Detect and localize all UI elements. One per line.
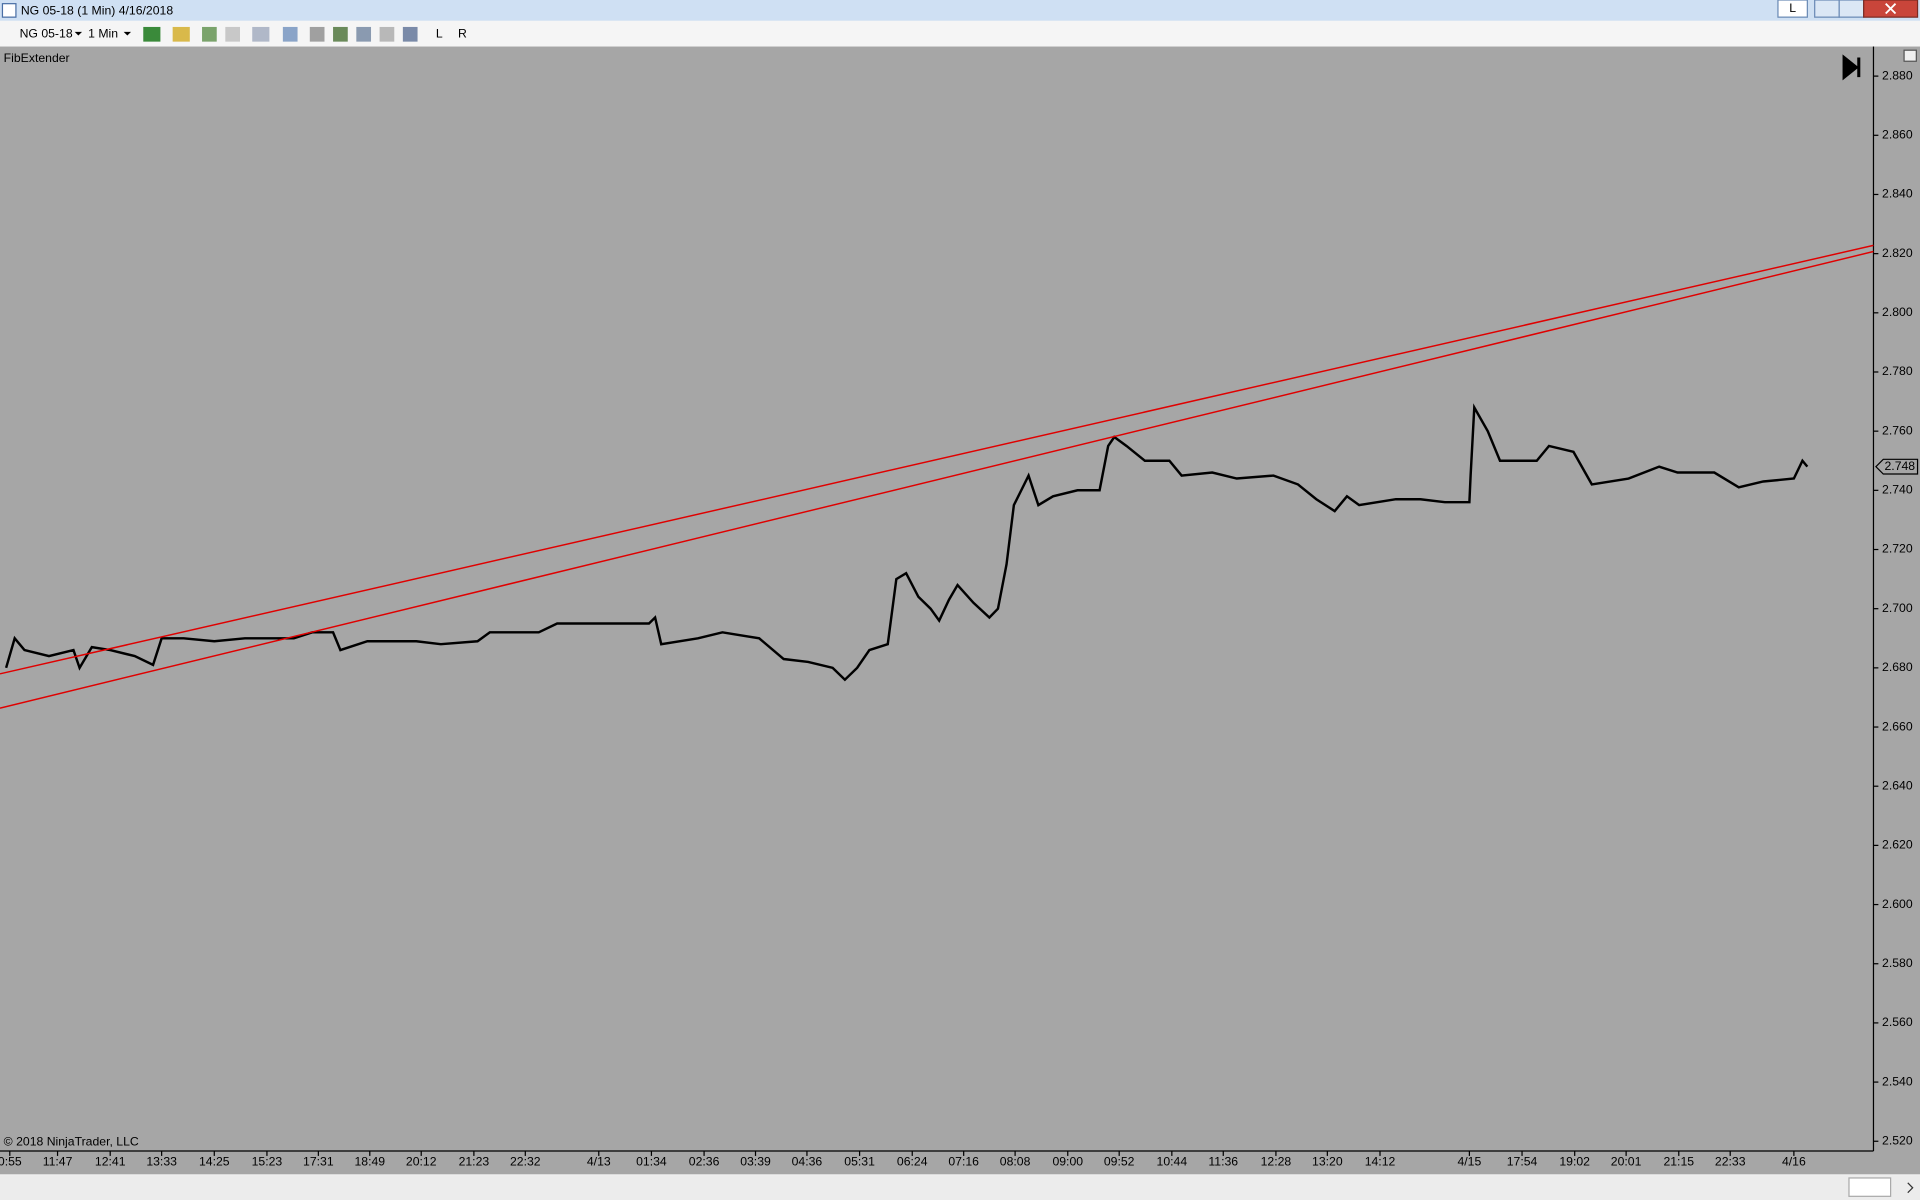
x-tick-label: 03:39 <box>740 1154 771 1168</box>
title-bar <box>0 0 1920 21</box>
y-tick-label: 2.560 <box>1882 1015 1913 1029</box>
y-tick-label: 2.520 <box>1882 1133 1913 1147</box>
chart-area <box>0 46 1920 1175</box>
toolbar-button[interactable]: R <box>458 27 467 41</box>
indicators-button[interactable] <box>333 26 348 42</box>
x-tick-label: 20:01 <box>1611 1154 1642 1168</box>
remove-drawing-button[interactable] <box>225 26 240 42</box>
window-title: NG 05-18 (1 Min) 4/16/2018 <box>21 3 174 17</box>
window-button[interactable] <box>1777 0 1808 18</box>
x-tick-label: 02:36 <box>689 1154 720 1168</box>
x-tick-label: 12:28 <box>1261 1154 1292 1168</box>
x-tick-label: 11:47 <box>43 1154 73 1168</box>
zoom-button[interactable] <box>282 26 298 42</box>
x-tick-label: 4/16 <box>1782 1154 1806 1168</box>
x-tick-label: 01:34 <box>636 1154 667 1168</box>
x-tick-label: 22:33 <box>1715 1154 1746 1168</box>
y-tick-label: 2.860 <box>1882 128 1913 142</box>
app-icon <box>1 3 17 18</box>
window-button-label: L <box>1789 1 1796 15</box>
x-tick-label: 08:08 <box>1000 1154 1031 1168</box>
close-icon <box>1885 3 1897 15</box>
x-tick-label: 20:12 <box>406 1154 437 1168</box>
interval-selector[interactable]: 1 Min <box>88 27 118 41</box>
y-tick-label: 2.840 <box>1882 187 1913 201</box>
drawing-tool-button[interactable] <box>172 26 190 42</box>
x-tick-label: 21:23 <box>459 1154 490 1168</box>
y-tick-label: 2.600 <box>1882 897 1913 911</box>
x-tick-label: 09:52 <box>1104 1154 1135 1168</box>
draw-button[interactable] <box>202 26 217 42</box>
x-tick-label: 13:33 <box>146 1154 177 1168</box>
x-tick-label: 17:54 <box>1507 1154 1538 1168</box>
toolbar-button[interactable]: L <box>436 27 443 41</box>
template-button[interactable] <box>402 26 418 42</box>
x-tick-label: 09:00 <box>1052 1154 1083 1168</box>
x-tick-label: 05:31 <box>844 1154 875 1168</box>
minimize[interactable] <box>1814 0 1840 18</box>
x-tick-label: 0:55 <box>0 1154 22 1168</box>
cursor-button[interactable] <box>252 26 270 42</box>
strategies-button[interactable] <box>356 26 372 42</box>
x-tick-label: 04:36 <box>792 1154 823 1168</box>
y-tick-label: 2.640 <box>1882 778 1913 792</box>
y-tick-label: 2.540 <box>1882 1074 1913 1088</box>
y-tick-label: 2.720 <box>1882 542 1913 556</box>
chart-style-button[interactable] <box>143 26 161 42</box>
x-tick-label: 14:12 <box>1365 1154 1396 1168</box>
dropdown-arrow <box>74 31 83 36</box>
scroll-arrow[interactable] <box>1907 1182 1914 1194</box>
trend-line <box>0 244 1874 675</box>
x-tick-label: 17:31 <box>303 1154 334 1168</box>
y-tick-label: 2.660 <box>1882 719 1913 733</box>
x-tick-label: 4/13 <box>587 1154 611 1168</box>
x-tick-label: 06:24 <box>897 1154 928 1168</box>
properties-button[interactable] <box>309 26 325 42</box>
x-tick-label: 21:15 <box>1663 1154 1694 1168</box>
scrollbar <box>0 1175 1920 1200</box>
y-tick-label: 2.820 <box>1882 246 1913 260</box>
instrument-selector[interactable]: NG 05-18 <box>20 27 73 41</box>
y-tick-label: 2.740 <box>1882 483 1913 497</box>
indicator-label: FibExtender <box>4 51 70 65</box>
data-box-button[interactable] <box>379 26 395 42</box>
trend-line <box>0 250 1874 709</box>
y-tick-label: 2.680 <box>1882 660 1913 674</box>
x-tick-label: 4/15 <box>1457 1154 1481 1168</box>
plot: 2.520 2.540 2.560 2.580 2.600 2.620 2.640 2.660… <box>0 68 1919 1168</box>
y-tick-label: 2.620 <box>1882 838 1913 852</box>
x-tick-label: 12:41 <box>95 1154 126 1168</box>
axis-menu-button[interactable] <box>1903 49 1917 62</box>
scroll-to-end-button[interactable] <box>1842 54 1861 81</box>
x-tick-label: 13:20 <box>1312 1154 1343 1168</box>
copyright: © 2018 NinjaTrader, LLC <box>4 1135 139 1149</box>
x-tick-label: 11:36 <box>1208 1154 1238 1168</box>
x-tick-label: 19:02 <box>1559 1154 1590 1168</box>
y-tick-label: 2.780 <box>1882 364 1913 378</box>
y-tick-label: 2.800 <box>1882 305 1913 319</box>
last-price-label: 2.748 <box>1884 459 1915 473</box>
x-tick-label: 18:49 <box>354 1154 385 1168</box>
dropdown-arrow <box>123 31 132 36</box>
scroll-thumb[interactable] <box>1848 1177 1892 1197</box>
x-tick-label: 14:25 <box>199 1154 230 1168</box>
x-tick-label: 22:32 <box>510 1154 541 1168</box>
x-tick-label: 15:23 <box>252 1154 283 1168</box>
x-tick-label: 07:16 <box>948 1154 979 1168</box>
x-tick-label: 10:44 <box>1157 1154 1188 1168</box>
y-tick-label: 2.760 <box>1882 423 1913 437</box>
y-tick-label: 2.880 <box>1882 68 1913 82</box>
y-tick-label: 2.700 <box>1882 601 1913 615</box>
maximize[interactable] <box>1838 0 1865 18</box>
y-tick-label: 2.580 <box>1882 956 1913 970</box>
last-price-marker <box>1875 458 1919 475</box>
